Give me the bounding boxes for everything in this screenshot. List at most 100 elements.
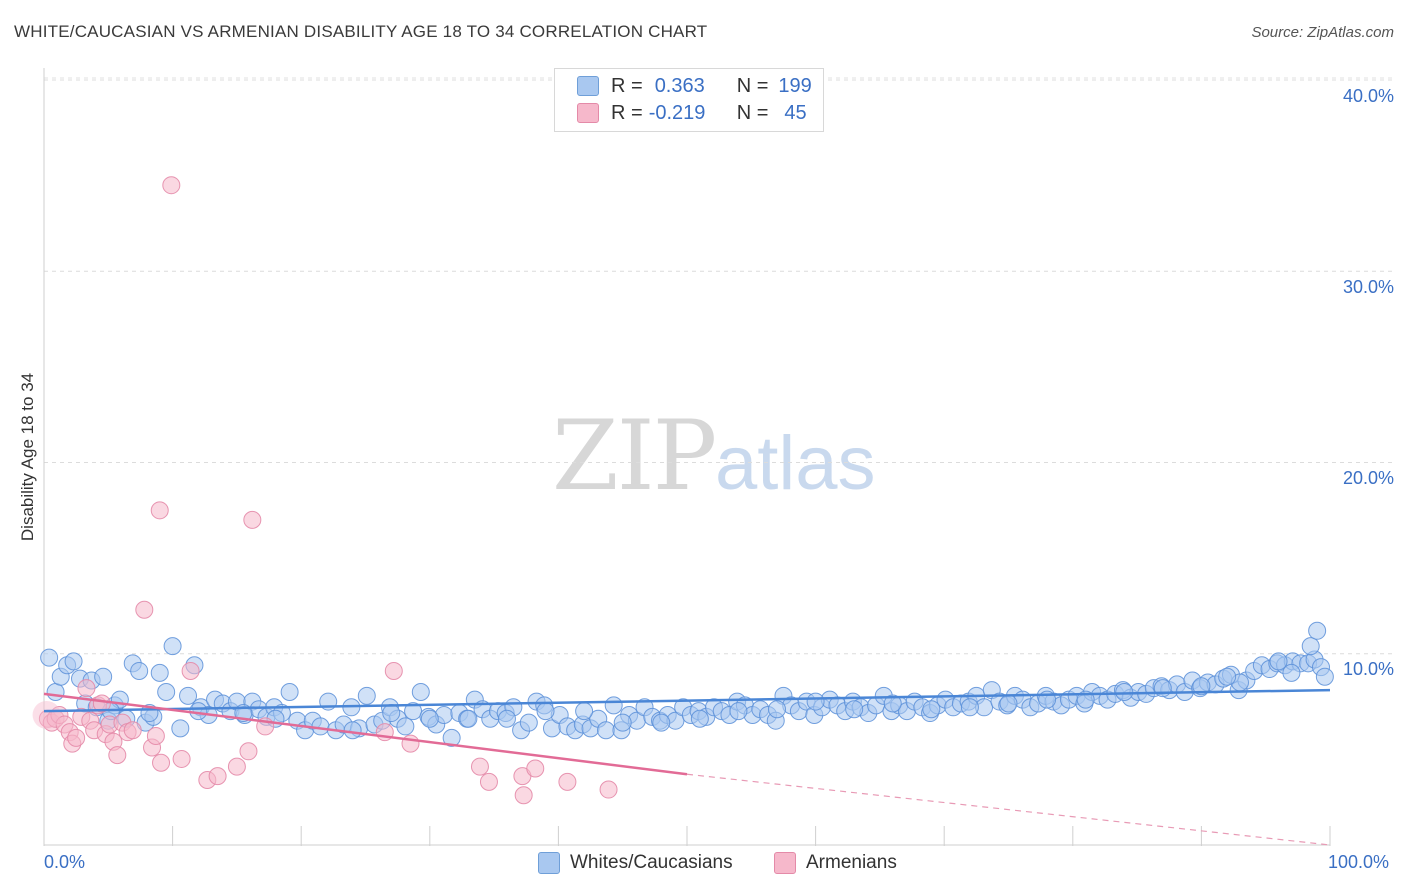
white-point [157,683,176,701]
armenian-point [77,679,96,698]
white-point [845,700,864,719]
x-tick-0: 0.0% [44,852,86,872]
legend-row-white: R = 0.363 N = 199 [577,73,812,99]
white-point [497,709,516,728]
armenian-point [123,721,142,740]
armenian-point [67,728,86,747]
white-point [396,717,415,736]
y-axis-label: Disability Age 18 to 34 [18,372,37,542]
legend-item-whites: Whites/Caucasians [538,852,733,874]
white-point [960,698,979,717]
armenian-point [150,501,169,520]
watermark-zip: ZIP [552,400,717,512]
white-point [459,709,478,728]
armenian-trend-line [43,692,688,776]
white-point [179,686,198,705]
armenian-point [558,772,577,791]
white-point [1115,683,1134,701]
armenian-point [526,759,545,778]
white-point [40,648,59,667]
white-point [536,702,555,721]
armenian-point [227,757,246,776]
legend-swatch-pink [577,103,599,123]
y-tick-30: 30.0% [1342,277,1394,297]
armenian-point [172,749,191,768]
white-point [150,663,169,682]
y-tick-40: 40.0% [1342,86,1394,106]
legend-swatch-blue [538,852,560,874]
armenian-trend-extension [686,773,1331,846]
legend-item-armenians: Armenians [774,852,897,874]
white-point [163,637,182,656]
white-point [575,702,594,721]
white-point [46,683,65,701]
armenian-point [599,780,618,799]
legend-r-value: -0.219 [648,101,706,124]
legend-n-label: N = [736,74,769,97]
white-point [596,721,615,740]
armenian-point [181,661,200,680]
white-point [189,702,208,721]
legend-n-value: 45 [784,101,807,124]
legend-swatch-blue [577,76,599,96]
legend-r-label: R = [611,101,643,124]
white-trend-line [43,688,1331,713]
white-point [1301,637,1320,656]
legend-label-armenians: Armenians [806,852,897,873]
legend-n-value: 199 [778,74,812,97]
chart-title: WHITE/CAUCASIAN VS ARMENIAN DISABILITY A… [14,22,708,41]
white-point [411,683,430,701]
armenian-point [243,510,262,529]
armenian-point [152,753,171,772]
white-point [690,709,709,728]
armenian-point [108,746,127,765]
white-point [1308,621,1327,640]
white-point [1269,652,1288,671]
armenian-point [208,767,227,786]
correlation-legend: R = 0.363 N = 199 R = -0.219 N = 45 [554,68,824,132]
legend-r-label: R = [611,74,643,97]
white-point [1282,663,1301,682]
white-point [130,661,149,680]
legend-row-armenian: R = -0.219 N = 45 [577,100,807,126]
x-tick-100: 100.0% [1328,852,1390,872]
white-point [768,700,787,719]
white-point [280,683,299,701]
white-point [343,721,362,740]
white-point [442,728,461,747]
white-point [171,719,190,738]
white-point [382,704,401,723]
white-point [1315,667,1334,686]
armenian-point [470,757,489,776]
armenian-point [514,786,533,805]
white-point [94,667,113,686]
armenian-point [239,742,258,761]
legend-n-label: N = [736,101,769,124]
watermark-atlas: atlas [715,421,876,506]
white-point [604,696,623,715]
white-point [420,709,439,728]
white-point [806,692,825,711]
armenian-point [146,726,165,745]
armenian-point-cluster [32,700,61,729]
legend-r-value: 0.363 [654,74,705,97]
white-point [519,713,538,732]
armenian-point [92,694,111,713]
white-point [311,717,330,736]
white-point [613,713,632,732]
armenian-point [401,734,420,753]
white-point [922,700,941,719]
y-tick-10: 10.0% [1342,659,1394,679]
white-point [1218,667,1237,686]
armenian-point [135,600,154,619]
source-label: Source: ZipAtlas.com [1251,24,1394,41]
y-tick-20: 20.0% [1342,468,1394,488]
armenian-point [479,772,498,791]
armenian-point [162,176,181,195]
white-point [357,686,376,705]
white-point [729,702,748,721]
armenian-point [384,661,403,680]
white-point [64,652,83,671]
white-point [652,713,671,732]
